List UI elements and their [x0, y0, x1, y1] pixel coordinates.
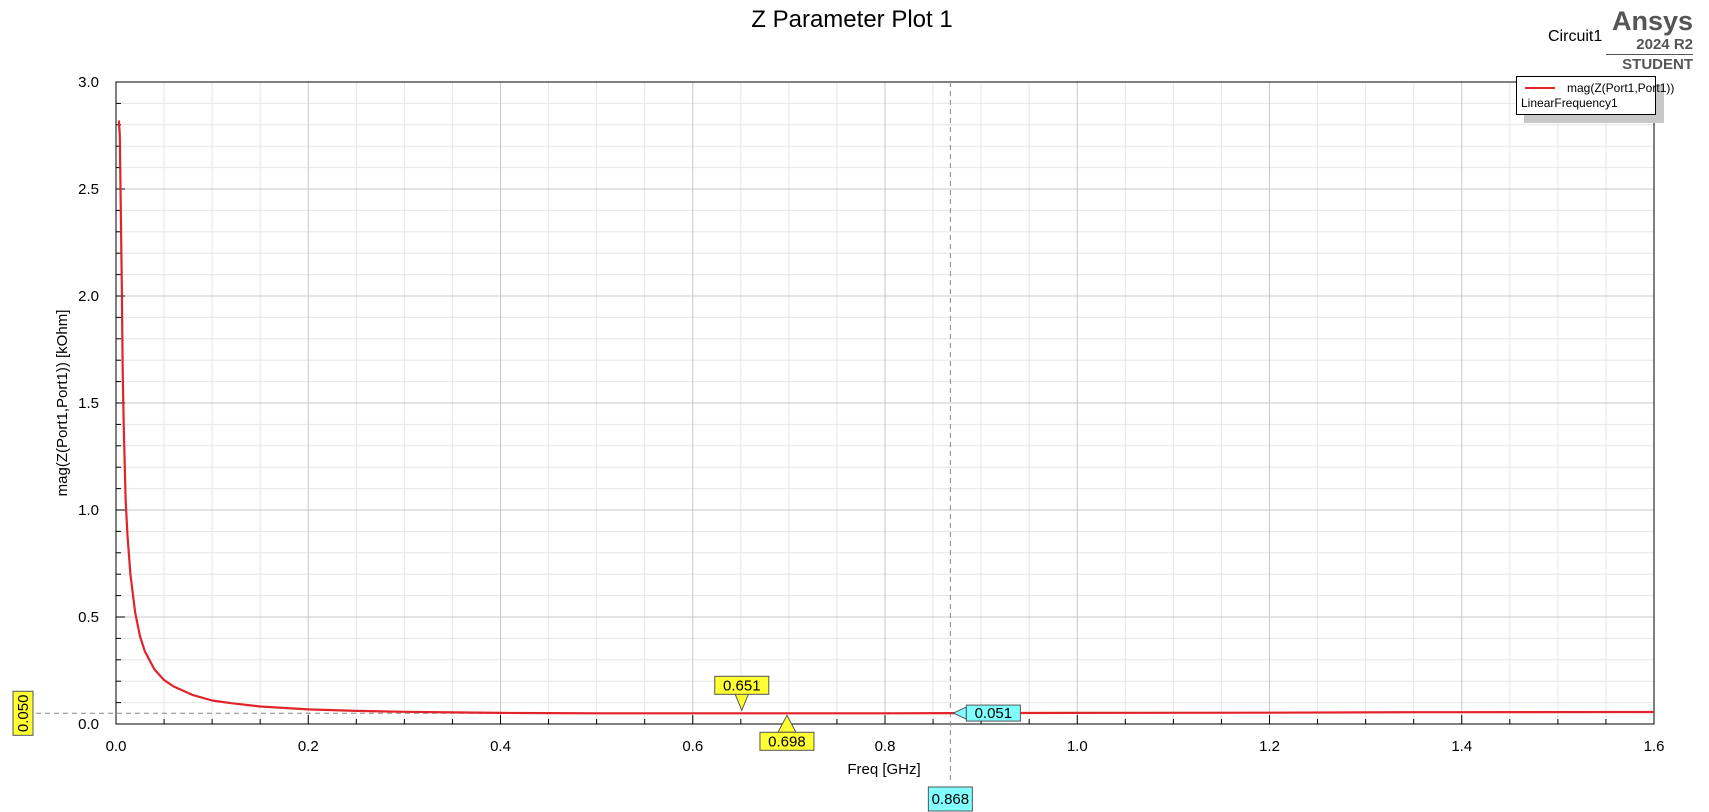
marker-label-text: 0.051 — [975, 705, 1013, 722]
y-tick-label: 1.5 — [78, 395, 99, 412]
y-tick-label: 0.5 — [78, 609, 99, 626]
x-cursor-readout-text: 0.868 — [932, 791, 970, 808]
marker-label-text: 0.651 — [723, 677, 761, 694]
major-grid — [115, 81, 1655, 725]
x-cursor-readout-box — [927, 786, 973, 812]
x-axis-label: Freq [GHz] — [847, 761, 920, 778]
x-tick-label: 0.6 — [682, 738, 703, 755]
marker-label-box — [965, 704, 1021, 722]
marker-label-box — [759, 731, 815, 751]
marker-label-box — [714, 675, 770, 695]
y-axis-label: mag(Z(Port1,Port1)) [kOhm] — [54, 310, 71, 497]
chart-title: Z Parameter Plot 1 — [751, 6, 952, 33]
series-layer — [117, 120, 1655, 715]
x-tick-label: 1.0 — [1067, 738, 1088, 755]
legend-setup-name: LinearFrequency1 — [1521, 96, 1618, 110]
x-tick-labels: 0.0 0.2 0.4 0.6 0.8 1.0 1.2 1.4 1.6 — [106, 738, 1665, 755]
x-tick-label: 0.2 — [298, 738, 319, 755]
marker-layer[interactable]: 0.651 0.698 0.051 0.868 0.050 — [12, 675, 1021, 812]
legend[interactable]: mag(Z(Port1,Port1)) LinearFrequency1 — [1516, 76, 1674, 115]
y-tick-label: 0.0 — [78, 716, 99, 733]
y-tick-label: 3.0 — [78, 74, 99, 91]
y-tick-labels: 0.0 0.5 1.0 1.5 2.0 2.5 3.0 — [78, 74, 99, 733]
ansys-logo: Ansys 2024 R2 STUDENT — [1606, 6, 1693, 75]
design-name: Circuit1 — [1548, 28, 1603, 45]
minor-ticks — [115, 81, 1655, 725]
y-cursor-readout-box — [12, 690, 34, 736]
x-tick-label: 0.4 — [490, 738, 511, 755]
cursor-lines — [36, 82, 951, 784]
legend-trace-name: mag(Z(Port1,Port1)) — [1567, 81, 1675, 95]
legend-swatch — [1525, 87, 1555, 89]
x-tick-label: 1.6 — [1644, 738, 1665, 755]
y-tick-label: 1.0 — [78, 502, 99, 519]
x-tick-label: 0.0 — [106, 738, 127, 755]
x-tick-label: 1.4 — [1451, 738, 1472, 755]
brand-edition: STUDENT — [1622, 56, 1693, 73]
marker-label-text: 0.698 — [768, 733, 806, 750]
marker-pointer — [952, 706, 967, 720]
brand-version: 2024 R2 — [1606, 36, 1693, 55]
y-tick-label: 2.5 — [78, 181, 99, 198]
series-line — [117, 120, 1655, 715]
x-tick-label: 0.8 — [875, 738, 896, 755]
y-cursor-readout-text: 0.050 — [15, 695, 32, 733]
y-tick-label: 2.0 — [78, 288, 99, 305]
marker-pointer — [734, 692, 750, 712]
x-tick-label: 1.2 — [1259, 738, 1280, 755]
brand-name: Ansys — [1611, 6, 1693, 36]
